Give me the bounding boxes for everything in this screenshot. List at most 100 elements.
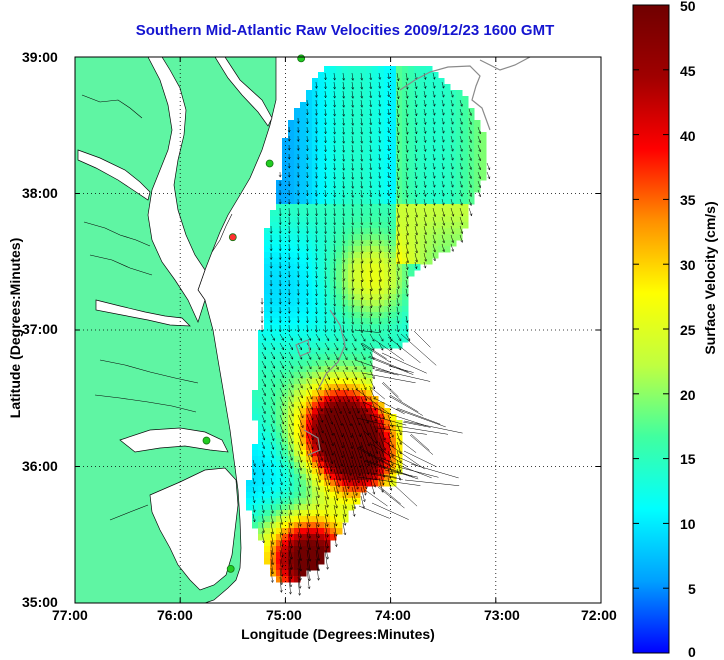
velocity-arrow	[388, 365, 414, 373]
velocity-arrow	[351, 225, 355, 235]
velocity-cell	[312, 414, 319, 421]
velocity-cell	[372, 480, 379, 487]
velocity-arrow	[387, 234, 391, 244]
velocity-arrow	[279, 396, 285, 407]
velocity-cell	[324, 432, 331, 439]
velocity-cell	[402, 204, 409, 211]
velocity-cell	[276, 534, 283, 541]
velocity-cell	[282, 324, 289, 331]
velocity-cell	[342, 252, 349, 259]
velocity-arrow	[342, 198, 346, 208]
velocity-arrow	[270, 351, 276, 360]
velocity-cell	[366, 342, 373, 349]
velocity-arrow	[423, 261, 427, 269]
velocity-cell	[306, 222, 313, 229]
velocity-cell	[306, 132, 313, 139]
velocity-cell	[426, 90, 433, 97]
velocity-arrow	[342, 234, 346, 244]
velocity-cell	[348, 486, 355, 493]
velocity-arrow	[287, 297, 291, 305]
velocity-cell	[306, 264, 313, 271]
velocity-cell	[330, 318, 337, 325]
velocity-arrow	[314, 90, 318, 98]
velocity-arrow	[432, 90, 436, 98]
velocity-cell	[264, 558, 271, 565]
velocity-arrow	[405, 216, 409, 227]
velocity-arrow	[459, 126, 463, 134]
velocity-cell	[336, 270, 343, 277]
velocity-cell	[318, 108, 325, 115]
velocity-cell	[330, 420, 337, 427]
velocity-cell	[354, 240, 361, 247]
velocity-cell	[438, 234, 445, 241]
velocity-cell	[390, 276, 397, 283]
velocity-cell	[330, 504, 337, 511]
velocity-cell	[408, 144, 415, 151]
velocity-cell	[348, 192, 355, 199]
velocity-cell	[264, 246, 271, 253]
velocity-cell	[288, 348, 295, 355]
velocity-cell	[312, 276, 319, 283]
velocity-arrow	[296, 225, 300, 235]
velocity-cell	[300, 264, 307, 271]
velocity-cell	[426, 126, 433, 133]
velocity-arrow	[423, 153, 427, 162]
velocity-arrow	[396, 216, 400, 228]
velocity-cell	[462, 222, 469, 229]
velocity-cell	[360, 270, 367, 277]
velocity-cell	[270, 456, 277, 463]
velocity-cell	[414, 144, 421, 151]
velocity-cell	[420, 102, 427, 109]
velocity-cell	[312, 144, 319, 151]
velocity-cell	[462, 138, 469, 145]
velocity-cell	[420, 252, 427, 259]
velocity-arrow	[387, 315, 391, 325]
velocity-cell	[282, 264, 289, 271]
velocity-arrow	[378, 180, 382, 189]
velocity-arrow	[441, 135, 445, 143]
velocity-cell	[408, 120, 415, 127]
velocity-arrow	[351, 270, 355, 283]
velocity-cell	[288, 246, 295, 253]
velocity-cell	[348, 114, 355, 121]
velocity-arrow	[369, 81, 373, 90]
velocity-arrow	[279, 540, 284, 558]
velocity-arrow	[252, 486, 256, 494]
velocity-arrow	[351, 144, 355, 153]
velocity-cell	[288, 132, 295, 139]
velocity-arrow	[342, 459, 351, 483]
velocity-cell	[294, 342, 301, 349]
velocity-cell	[288, 576, 295, 583]
velocity-cell	[372, 150, 379, 157]
velocity-arrow	[405, 117, 409, 126]
velocity-arrow	[315, 261, 318, 270]
velocity-cell	[450, 150, 457, 157]
velocity-cell	[354, 174, 361, 181]
velocity-cell	[396, 150, 403, 157]
velocity-arrow	[333, 261, 337, 272]
velocity-cell	[288, 120, 295, 127]
velocity-arrow	[287, 207, 291, 217]
velocity-cell	[432, 252, 439, 259]
velocity-cell	[324, 540, 331, 547]
velocity-cell	[426, 114, 433, 121]
velocity-cell	[336, 324, 343, 331]
velocity-cell	[396, 312, 403, 319]
velocity-arrow	[269, 306, 273, 314]
velocity-cell	[456, 198, 463, 205]
velocity-cell	[378, 162, 385, 169]
velocity-cell	[264, 384, 271, 391]
velocity-arrow	[261, 450, 265, 459]
velocity-cell	[312, 396, 319, 403]
velocity-cell	[348, 174, 355, 181]
velocity-cell	[294, 336, 301, 343]
velocity-cell	[438, 132, 445, 139]
velocity-cell	[306, 486, 313, 493]
velocity-cell	[348, 300, 355, 307]
velocity-cell	[306, 540, 313, 547]
velocity-cell	[264, 396, 271, 403]
velocity-arrow	[297, 360, 303, 370]
velocity-cell	[342, 96, 349, 103]
velocity-cell	[372, 450, 379, 457]
